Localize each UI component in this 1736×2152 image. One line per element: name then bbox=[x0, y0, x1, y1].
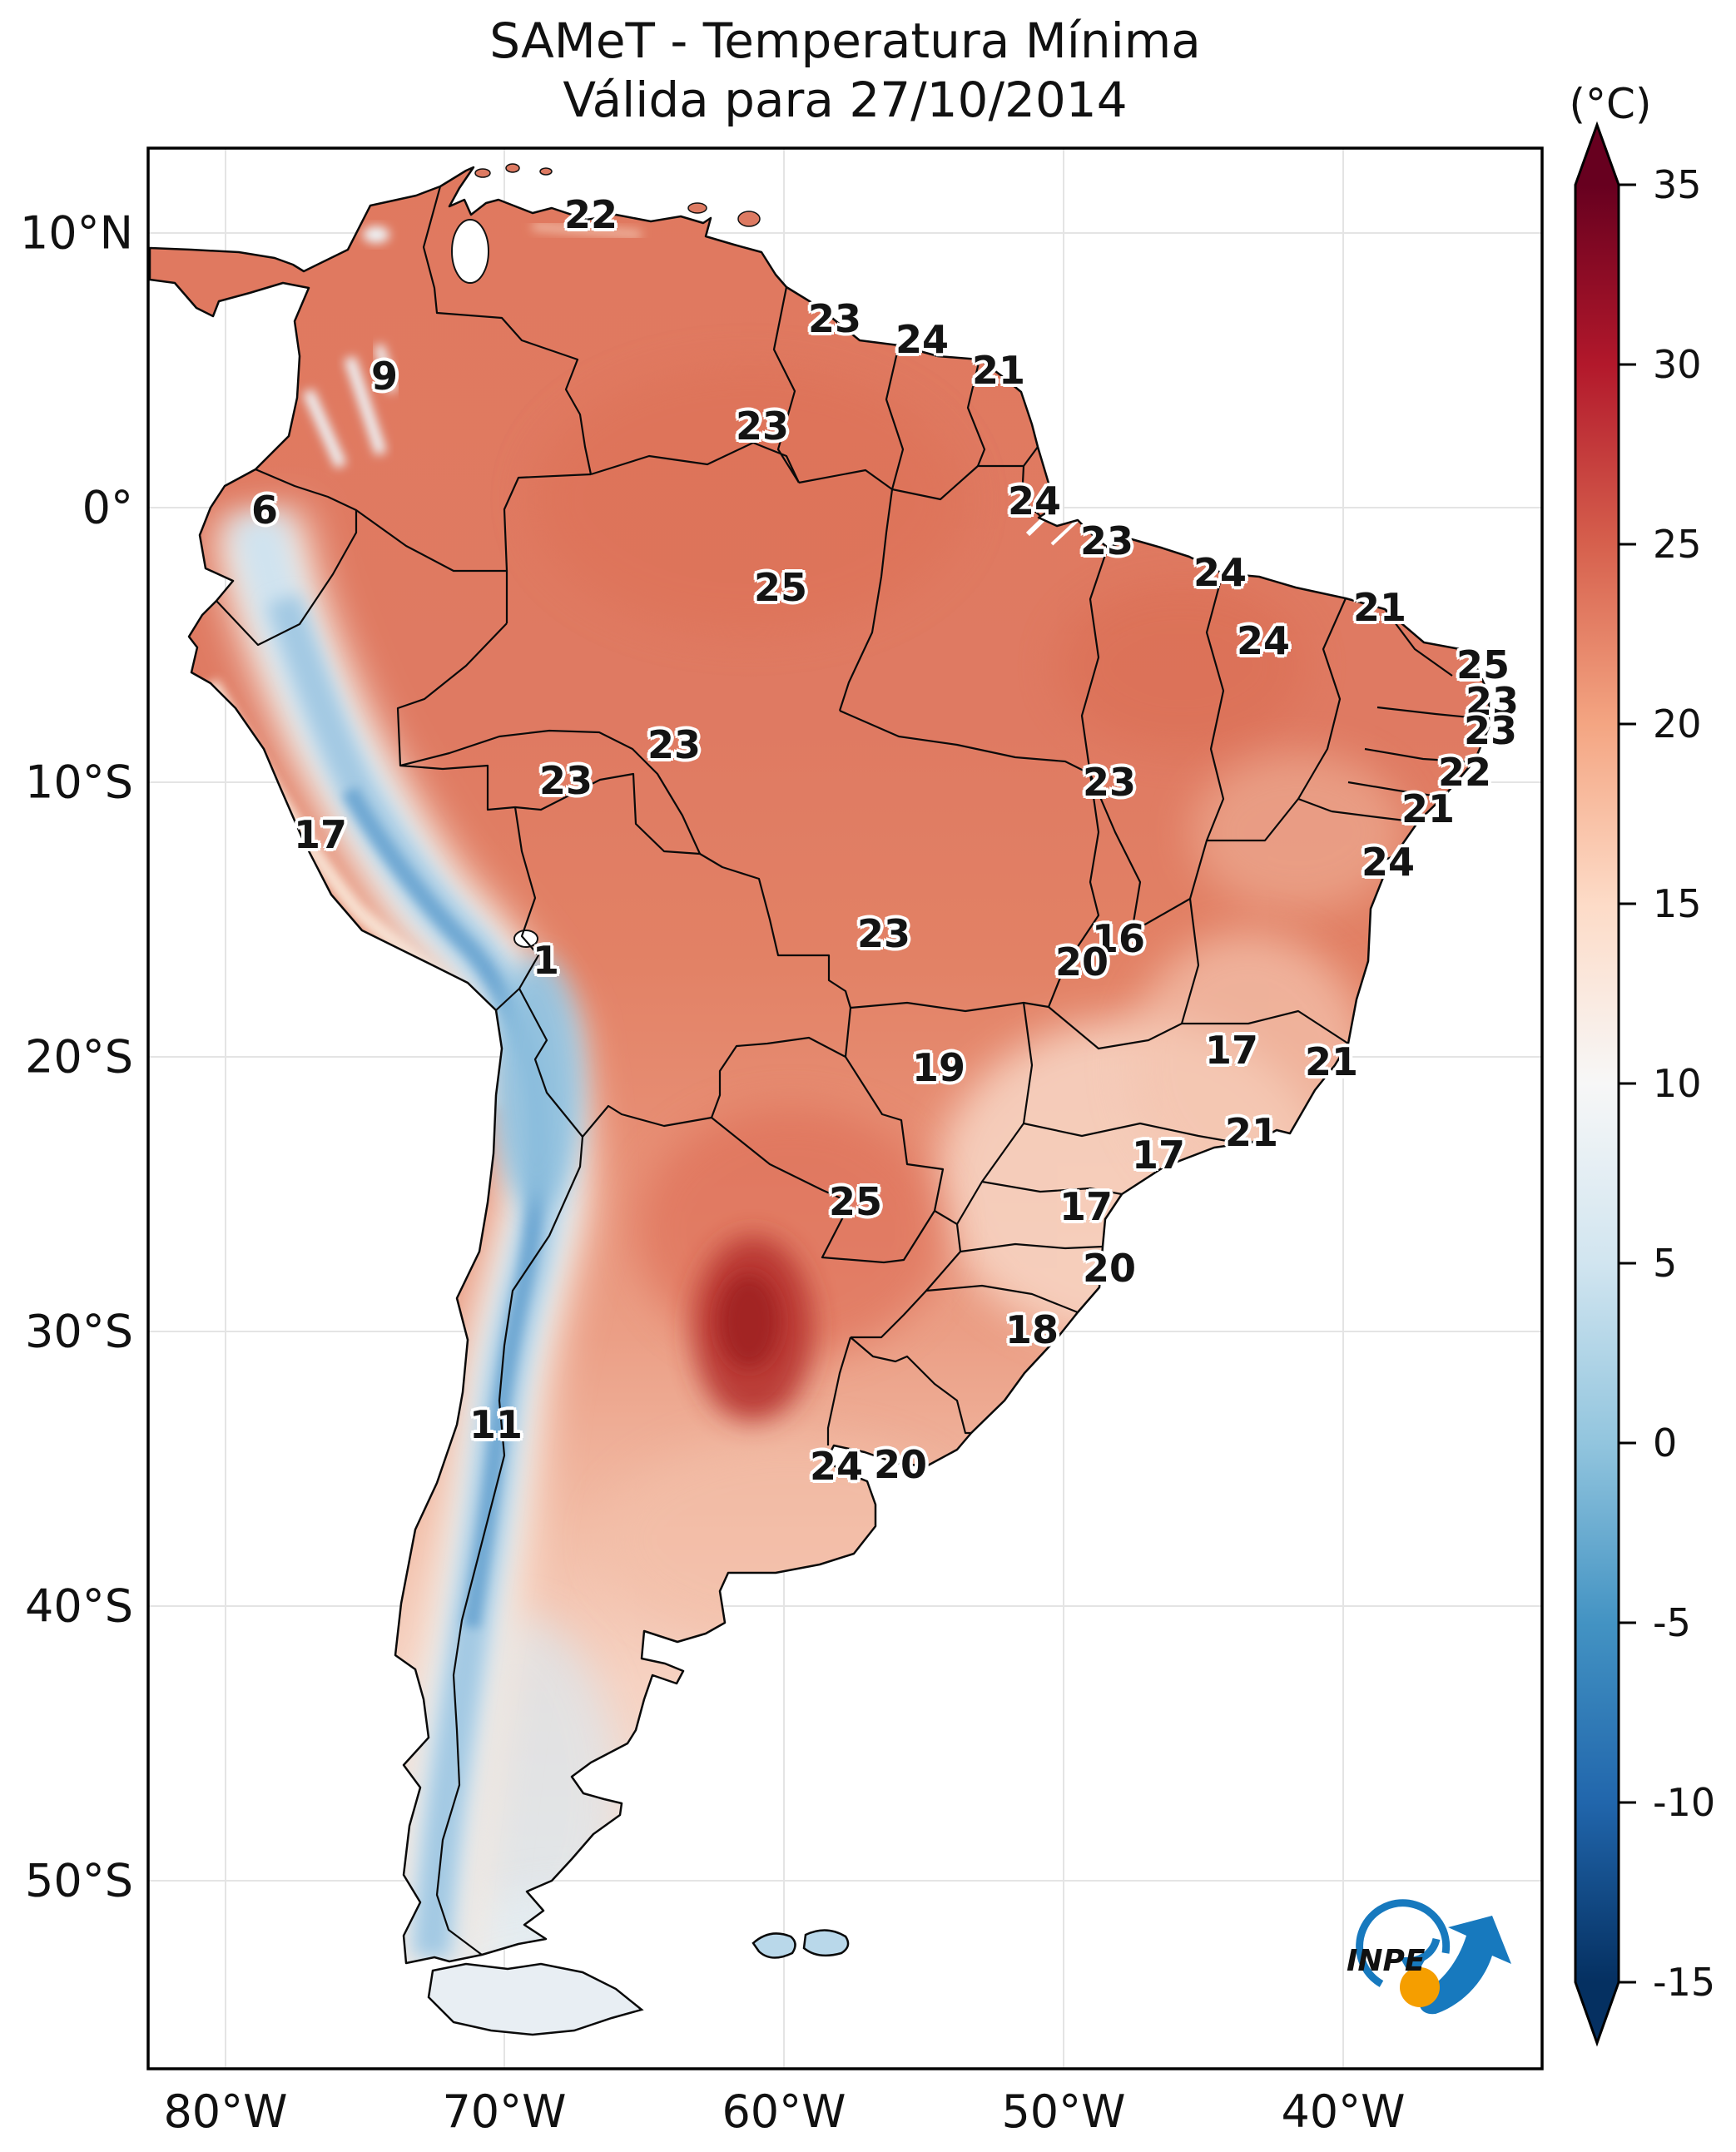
temperature-value-label: 21 bbox=[1224, 1110, 1279, 1155]
colorbar-ticks: 35 30 25 20 15 10 5 0 -5 -10 -15 bbox=[1619, 162, 1715, 2005]
lat-tick-label: 20°S bbox=[25, 1030, 133, 1083]
temperature-value-label: 23 bbox=[807, 296, 862, 341]
temperature-value-label: 24 bbox=[1236, 618, 1291, 663]
colorbar-tick-label: 25 bbox=[1653, 522, 1702, 567]
temperature-value-label: 17 bbox=[1131, 1133, 1186, 1178]
colorbar-tick-label: 10 bbox=[1653, 1061, 1702, 1106]
colorbar-tick-label: -10 bbox=[1653, 1780, 1715, 1825]
inpe-logo-text: INPE bbox=[1347, 1944, 1426, 1978]
lon-tick-label: 80°W bbox=[163, 2085, 288, 2138]
lon-tick-label: 50°W bbox=[1001, 2085, 1126, 2138]
colorbar-tick-label: -5 bbox=[1653, 1600, 1691, 1645]
colorbar-tick-label: 0 bbox=[1653, 1421, 1677, 1465]
temperature-value-label: 20 bbox=[873, 1442, 928, 1487]
temperature-value-label: 21 bbox=[1401, 786, 1456, 831]
lat-tick-label: 10°N bbox=[19, 206, 133, 260]
lat-tick-label: 0° bbox=[82, 481, 133, 534]
lat-tick-label: 40°S bbox=[25, 1579, 133, 1633]
temperature-value-label: 17 bbox=[1059, 1184, 1114, 1229]
temperature-value-label: 24 bbox=[1193, 550, 1247, 595]
latitude-axis: 10°N 0° 10°S 20°S 30°S 40°S 50°S bbox=[0, 0, 133, 2152]
colorbar-tick-label: 35 bbox=[1653, 162, 1702, 207]
caribbean-islands bbox=[474, 163, 761, 227]
lon-tick-label: 40°W bbox=[1281, 2085, 1406, 2138]
temperature-value-label: 23 bbox=[647, 722, 702, 767]
title-line2: Válida para 27/10/2014 bbox=[563, 71, 1128, 128]
temperature-value-label: 24 bbox=[1361, 840, 1416, 885]
colorbar-tick-label: 15 bbox=[1653, 881, 1702, 926]
inpe-logo-up-arrow bbox=[1419, 1916, 1511, 2015]
temperature-value-label: 16 bbox=[1091, 916, 1146, 961]
temperature-value-label: 23 bbox=[1465, 679, 1520, 724]
lat-tick-label: 10°S bbox=[25, 756, 133, 809]
colorbar-tick-label: 20 bbox=[1653, 702, 1702, 746]
temperature-value-label: 25 bbox=[828, 1179, 883, 1224]
lake-titicaca bbox=[513, 930, 538, 948]
lat-tick-label: 30°S bbox=[25, 1305, 133, 1358]
temperature-value-label: 22 bbox=[1437, 750, 1492, 795]
colorbar-tick-label: 30 bbox=[1653, 342, 1702, 387]
colorbar-tick-label: 5 bbox=[1653, 1241, 1677, 1286]
lon-tick-label: 70°W bbox=[442, 2085, 567, 2138]
temperature-value-label: 21 bbox=[971, 348, 1026, 393]
temperature-value-label: 20 bbox=[1054, 940, 1109, 984]
plot-frame bbox=[146, 146, 1544, 2070]
temperature-value-label: 17 bbox=[1204, 1028, 1259, 1073]
falkland-islands bbox=[751, 1929, 850, 1959]
temperature-value-label: 9 bbox=[370, 354, 399, 399]
colorbar-unit-label: (°C) bbox=[1569, 80, 1652, 128]
inpe-logo-orange-dot bbox=[1400, 1967, 1440, 2007]
temperature-value-label: 19 bbox=[911, 1045, 966, 1090]
temperature-value-label: 23 bbox=[1082, 760, 1137, 805]
temperature-value-label: 24 bbox=[1007, 478, 1062, 523]
title-line1: SAMeT - Temperatura Mínima bbox=[489, 12, 1201, 69]
amazon-channel bbox=[1050, 518, 1080, 546]
colorbar: 35 30 25 20 15 10 5 0 -5 -10 -15 bbox=[1574, 121, 1715, 2047]
temperature-value-label: 21 bbox=[1304, 1039, 1359, 1084]
inpe-logo: INPE bbox=[1347, 1899, 1511, 2015]
temperature-value-label: 17 bbox=[293, 812, 348, 857]
temperature-value-label: 23 bbox=[1079, 518, 1134, 563]
temperature-value-label: 23 bbox=[735, 404, 790, 449]
political-borders bbox=[216, 186, 1487, 1956]
temperature-value-label: 23 bbox=[856, 911, 911, 956]
tierra-del-fuego bbox=[427, 1962, 644, 2036]
lat-tick-label: 50°S bbox=[25, 1854, 133, 1907]
temperature-value-label: 24 bbox=[809, 1444, 864, 1489]
temperature-value-label: 22 bbox=[563, 192, 618, 237]
temperature-value-label: 11 bbox=[469, 1402, 523, 1447]
temperature-value-label: 18 bbox=[1004, 1307, 1059, 1352]
temperature-value-label: 6 bbox=[250, 488, 279, 533]
temperature-value-label: 25 bbox=[1456, 642, 1510, 687]
temperature-value-label: 1 bbox=[532, 938, 560, 983]
temperature-value-label: 20 bbox=[1082, 1246, 1137, 1291]
temperature-value-label: 24 bbox=[895, 317, 950, 362]
temperature-value-label: 23 bbox=[538, 758, 593, 803]
page-title: SAMeT - Temperatura Mínima Válida para 2… bbox=[148, 12, 1542, 130]
temperature-value-label: 23 bbox=[1463, 708, 1518, 753]
temperature-value-label: 25 bbox=[753, 565, 808, 610]
lake-maracaibo bbox=[451, 219, 489, 284]
colorbar-tick-label: -15 bbox=[1653, 1960, 1715, 2005]
temperature-value-label: 21 bbox=[1352, 585, 1407, 630]
lon-tick-label: 60°W bbox=[722, 2085, 846, 2138]
